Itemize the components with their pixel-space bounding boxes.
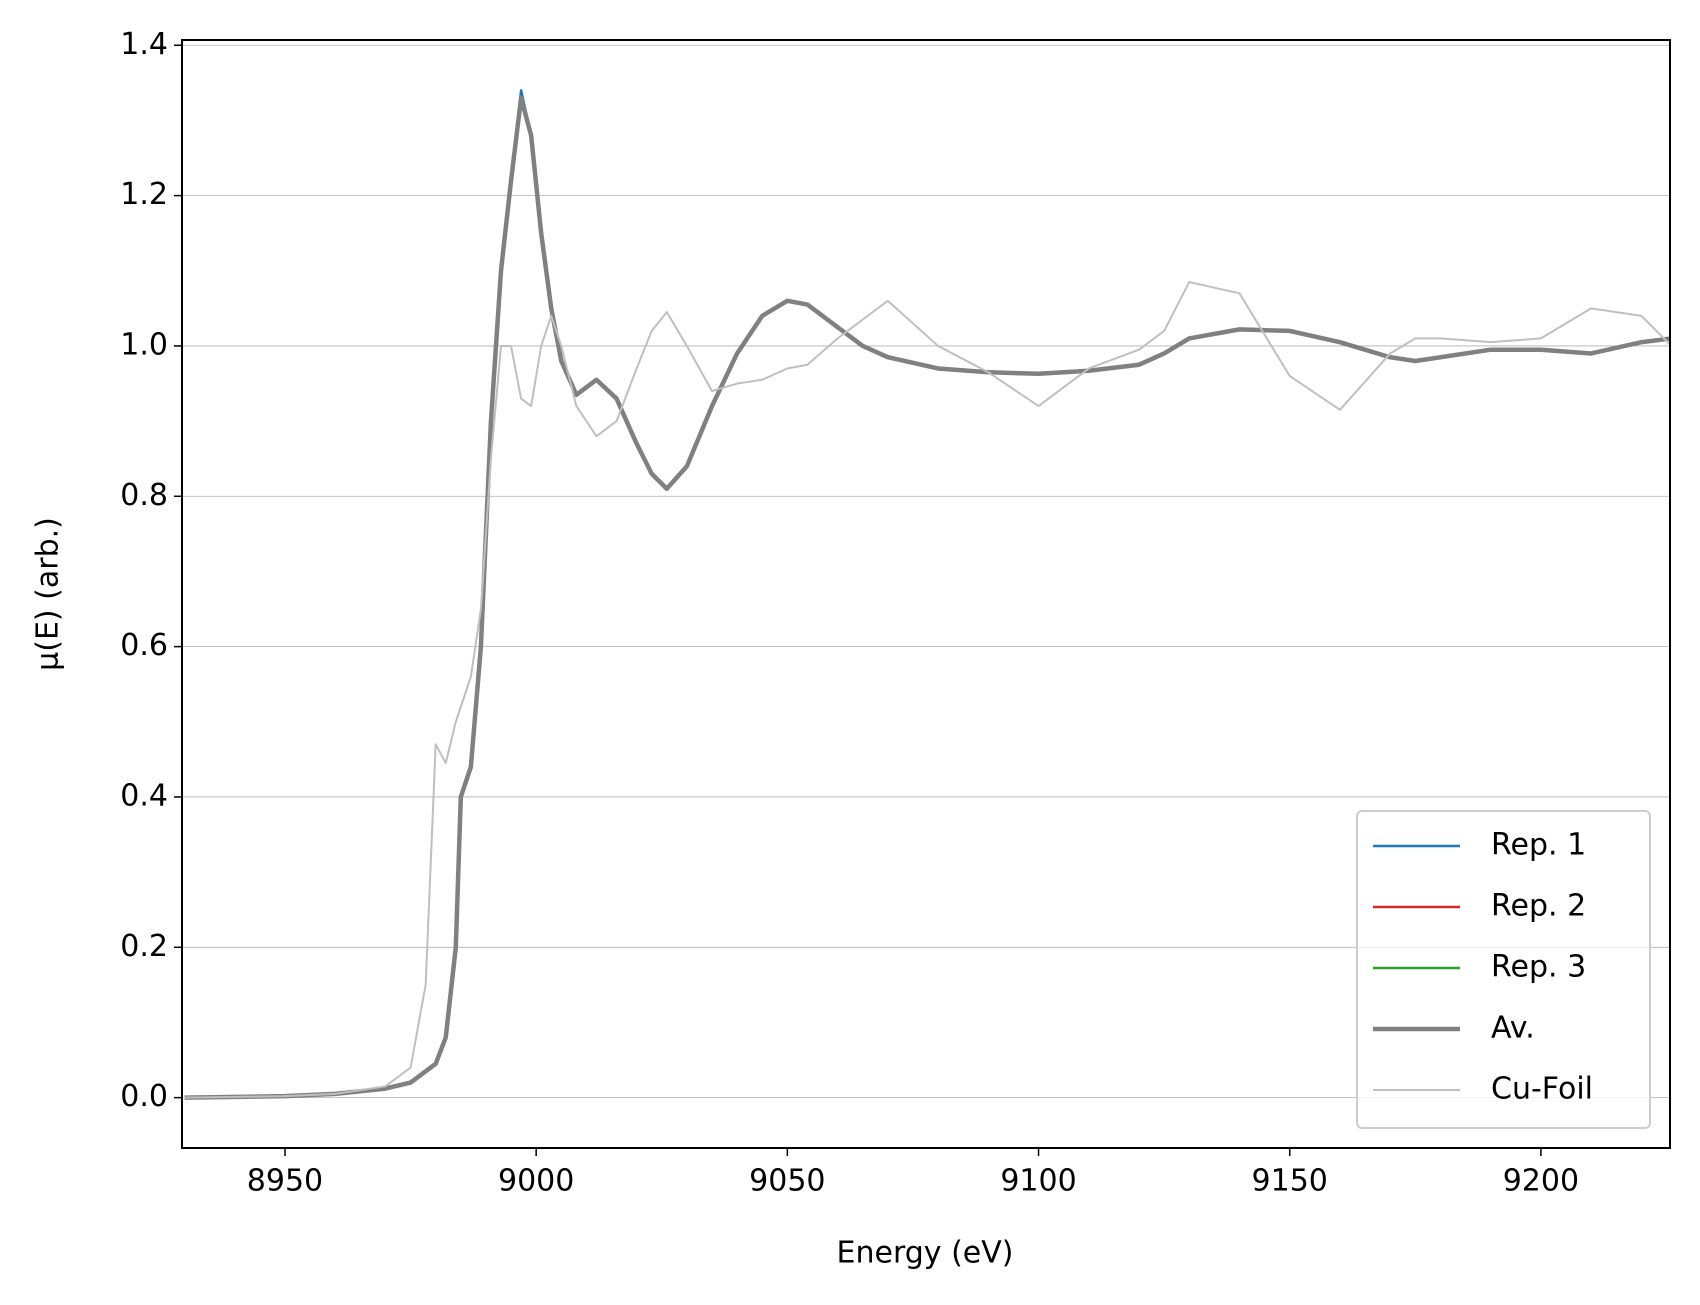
y-tick-label: 0.2	[120, 929, 168, 964]
legend-label: Av.	[1491, 1011, 1535, 1046]
legend-label: Rep. 1	[1491, 828, 1586, 863]
y-tick-label: 0.0	[120, 1079, 168, 1114]
legend-label: Rep. 2	[1491, 889, 1586, 924]
legend-label: Cu-Foil	[1491, 1072, 1593, 1107]
x-tick-label: 9100	[1000, 1164, 1076, 1199]
legend-label: Rep. 3	[1491, 950, 1586, 985]
y-tick-label: 1.4	[120, 27, 168, 62]
x-tick-label: 9000	[498, 1164, 574, 1199]
data-line	[184, 95, 1670, 1100]
y-tick-label: 0.4	[120, 778, 168, 813]
plot-frame	[181, 39, 1671, 1149]
x-tick-label: 9150	[1252, 1164, 1328, 1199]
x-axis-label: Energy (eV)	[837, 1236, 1014, 1271]
x-tick-label: 8950	[247, 1164, 323, 1199]
y-tick-label: 1.2	[120, 177, 168, 212]
x-tick-label: 9050	[749, 1164, 825, 1199]
legend-box	[1356, 810, 1651, 1129]
y-tick-label: 0.8	[120, 478, 168, 513]
y-tick-label: 0.6	[120, 628, 168, 663]
y-tick-label: 1.0	[120, 327, 168, 362]
y-axis-label: μ(E) (arb.)	[31, 517, 66, 671]
data-line	[184, 281, 1670, 1099]
x-tick-label: 9200	[1503, 1164, 1579, 1199]
